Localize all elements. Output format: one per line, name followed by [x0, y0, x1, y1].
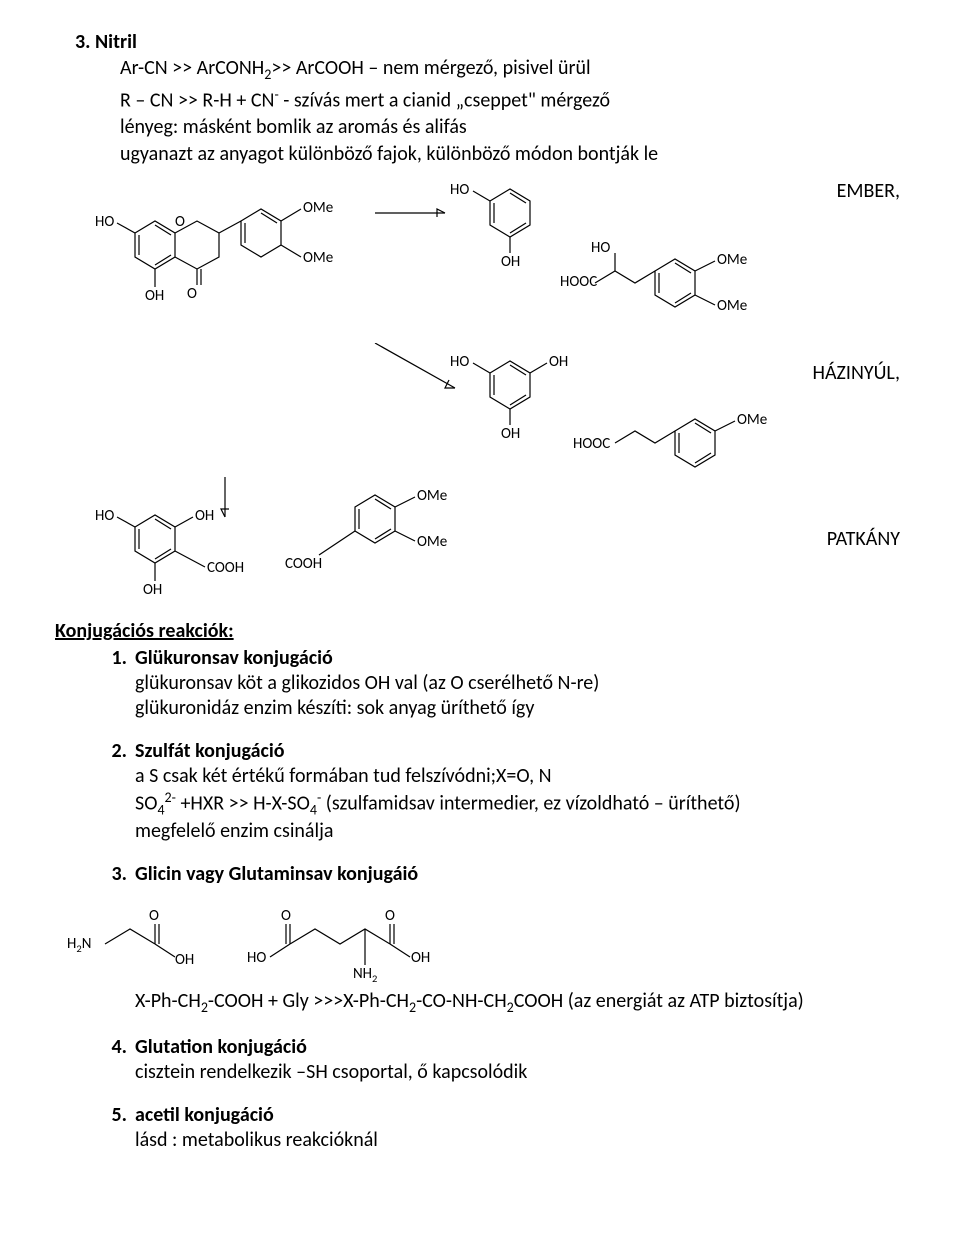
- lbl-cooh: COOH: [285, 555, 322, 573]
- glycine-glu-svg: [55, 889, 555, 989]
- ol-4-num: 4.: [95, 1035, 135, 1059]
- ol-3-title: Glicin vagy Glutaminsav konjugáió: [135, 862, 418, 887]
- nitril-heading: 3. Nitril: [75, 30, 900, 54]
- lbl-ome: OMe: [417, 487, 447, 505]
- konjug-heading: Konjugációs reakciók:: [55, 619, 900, 644]
- ol-1-l2: glükuronidáz enzim készíti: sok anyag ür…: [135, 696, 599, 721]
- ol-4-title: Glutation konjugáció: [135, 1035, 527, 1060]
- lbl-o: O: [187, 285, 197, 303]
- ol-1-l1: glükuronsav köt a glikozidos OH val (az …: [135, 671, 599, 696]
- lbl-ho: HO: [450, 353, 469, 371]
- nitril-line1: Ar-CN >> ArCONH2>> ArCOOH – nem mérgező,…: [120, 56, 900, 84]
- lbl-hooc: HOOC: [560, 273, 597, 291]
- species-patkany: PATKÁNY: [827, 527, 900, 551]
- ol-2-l2: SO42- +HXR >> H-X-SO4- (szulfamidsav int…: [135, 789, 741, 819]
- lbl-oh: OH: [143, 581, 162, 599]
- ol-1-title: Glükuronsav konjugáció: [135, 646, 599, 671]
- ol-3-equation: X-Ph-CH2-COOH + Gly >>>X-Ph-CH2-CO-NH-CH…: [95, 989, 900, 1017]
- ol-3-num: 3.: [95, 862, 135, 886]
- lbl-nh2: NH2: [353, 965, 377, 985]
- ol-2-num: 2.: [95, 739, 135, 763]
- nitril-line1-b: >> ArCOOH – nem mérgező, pisivel ürül: [271, 56, 590, 80]
- lbl-oh: OH: [549, 353, 568, 371]
- nitril-line2-a: R – CN >> R-H + CN: [120, 88, 274, 112]
- lbl-oh: OH: [501, 425, 520, 443]
- lbl-hooc: HOOC: [573, 435, 610, 453]
- nitril-line2: R – CN >> R-H + CN- - szívás mert a cian…: [120, 86, 900, 114]
- lbl-oh: OH: [411, 949, 430, 967]
- chem-row3-svg: [75, 477, 955, 607]
- ol-5-title: acetil konjugáció: [135, 1103, 378, 1128]
- lbl-ho: HO: [95, 507, 114, 525]
- lbl-oh: OH: [501, 253, 520, 271]
- lbl-ome: OMe: [303, 199, 333, 217]
- species-ember: EMBER,: [837, 179, 900, 203]
- ol-2-l3: megfelelő enzim csinálja: [135, 819, 741, 844]
- lbl-cooh: COOH: [207, 559, 244, 577]
- lbl-oh: OH: [175, 951, 194, 969]
- nitril-line1-a: Ar-CN >> ArCONH: [120, 56, 264, 80]
- ol-2-l1: a S csak két értékű formában tud felszív…: [135, 764, 741, 789]
- nitril-line2-b: - szívás mert a cianid „cseppet" mérgező: [279, 88, 610, 112]
- lbl-o: O: [175, 213, 185, 231]
- ol-4-l1: cisztein rendelkezik –SH csoportal, ő ka…: [135, 1060, 527, 1085]
- ol-1-num: 1.: [95, 646, 135, 670]
- lbl-ome: OMe: [303, 249, 333, 267]
- lbl-o: O: [281, 907, 291, 925]
- lbl-oh: OH: [145, 287, 164, 305]
- lbl-oh: OH: [195, 507, 214, 525]
- lbl-ome: OMe: [717, 251, 747, 269]
- lbl-ome: OMe: [417, 533, 447, 551]
- nitril-line3: lényeg: másként bomlik az aromás és alif…: [120, 115, 900, 140]
- nitril-line4: ugyanazt az anyagot különböző fajok, kül…: [120, 142, 900, 167]
- lbl-ho: HO: [247, 949, 266, 967]
- ol-5-num: 5.: [95, 1103, 135, 1127]
- ol-5-l1: lásd : metabolikus reakcióknál: [135, 1128, 378, 1153]
- lbl-o: O: [149, 907, 159, 925]
- lbl-ome: OMe: [717, 297, 747, 315]
- lbl-ho: HO: [591, 239, 610, 257]
- species-hazinyul: HÁZINYÚL,: [813, 361, 901, 385]
- lbl-ho: HO: [450, 181, 469, 199]
- lbl-h2n: H2N: [67, 935, 91, 955]
- lbl-o: O: [385, 907, 395, 925]
- lbl-ome: OMe: [737, 411, 767, 429]
- lbl-ho: HO: [95, 213, 114, 231]
- ol-2-title: Szulfát konjugáció: [135, 739, 741, 764]
